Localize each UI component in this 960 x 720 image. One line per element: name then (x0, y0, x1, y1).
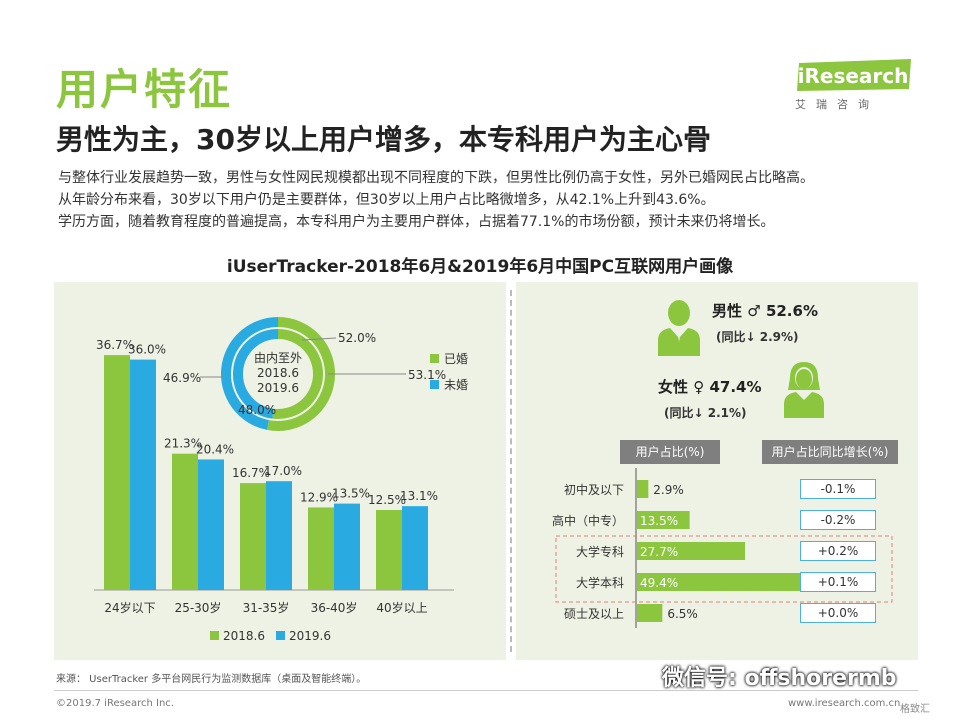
donut-value-label: 52.0% (338, 331, 376, 345)
edu-bar-高中（中专） (637, 511, 690, 529)
panel-divider (510, 290, 512, 652)
age-bar-2019.6-36-40岁 (334, 503, 360, 590)
edu-value-label: 2.9% (653, 483, 684, 497)
age-value-label: 12.9% (300, 490, 338, 504)
wechat-watermark: 微信号: offshorermb (662, 666, 897, 691)
edu-bar-硕士及以上 (637, 604, 663, 622)
age-value-label: 13.1% (400, 489, 438, 503)
intro-line-1: 与整体行业发展趋势一致，男性与女性网民规模都出现不同程度的下跌，但男性比例仍高于… (58, 170, 814, 186)
age-value-label: 13.5% (332, 487, 370, 501)
age-value-label: 36.7% (96, 338, 134, 352)
age-bar-2018.6-36-40岁 (308, 507, 334, 590)
yoy-header: 用户占比同比增长(%) (762, 440, 898, 464)
edu-yoy-box: -0.1% (800, 479, 876, 499)
edu-category-label: 硕士及以上 (564, 607, 624, 621)
age-legend-label: 2018.6 (223, 629, 265, 643)
edu-bar-大学本科 (637, 573, 830, 591)
donut-center-text: 2018.6 (257, 366, 299, 380)
age-value-label: 12.5% (368, 493, 406, 507)
age-value-label: 36.0% (128, 343, 166, 357)
age-bar-2018.6-40岁以上 (376, 510, 402, 590)
male-value: 52.6% (765, 302, 818, 320)
age-bar-2018.6-25-30岁 (172, 453, 198, 590)
female-label: 女性 (658, 378, 689, 396)
edu-category-label: 大学专科 (576, 544, 624, 559)
edu-yoy-box: +0.1% (800, 572, 876, 592)
age-category-label: 31-35岁 (243, 600, 290, 615)
edu-value-label: 27.7% (640, 545, 678, 559)
age-category-label: 25-30岁 (175, 600, 222, 615)
edu-yoy-box: -0.2% (800, 510, 876, 530)
right-panel: 男性 ♂ 52.6% (同比↓ 2.9%) 女性 ♀ 47.4% (同比↓ 2.… (516, 282, 918, 660)
education-chart: 2.9% 初中及以下 13.5% 高中（中专） 27.7% 大学专科 49.4% 大学本科 6.… (552, 468, 893, 628)
page-title: 用户特征 (56, 65, 233, 114)
age-bar-2018.6-24岁以下 (104, 355, 130, 590)
share-header: 用户占比(%) (620, 440, 720, 464)
donut-slice-2019.6-已婚 (266, 317, 335, 431)
age-value-label: 20.4% (196, 442, 234, 456)
edu-bar-大学专科 (637, 542, 746, 560)
age-value-label: 16.7% (232, 466, 270, 480)
donut-legend-swatch (430, 354, 439, 363)
age-bar-2018.6-31-35岁 (240, 483, 266, 590)
donut-slice-2019.6-未婚 (221, 317, 279, 430)
male-person-icon (656, 296, 702, 360)
footer-url: www.iresearch.com.cn (788, 698, 901, 709)
edu-category-label: 初中及以下 (564, 482, 624, 497)
edu-highlight-box (555, 535, 893, 603)
donut-value-label: 53.1% (408, 368, 446, 382)
logo-subtitle: 艾瑞咨询 (795, 98, 879, 111)
female-symbol-icon: ♀ (693, 378, 705, 396)
female-value: 47.4% (709, 378, 762, 396)
donut-slice-2018.6-未婚 (233, 329, 279, 419)
donut-center-text: 2019.6 (257, 381, 299, 395)
edu-category-label: 高中（中专） (552, 513, 624, 528)
logo-text: iResearch (798, 64, 909, 88)
age-value-label: 17.0% (264, 464, 302, 478)
male-yoy: (同比↓ 2.9%) (716, 330, 799, 344)
female-yoy: (同比↓ 2.1%) (664, 406, 747, 420)
age-bar-2019.6-31-35岁 (266, 481, 292, 590)
chart-title: iUserTracker-2018年6月&2019年6月中国PC互联网用户画像 (226, 257, 734, 277)
iresearch-logo: iResearch (795, 57, 915, 93)
edu-bar-初中及以下 (637, 480, 649, 498)
footer-divider (54, 690, 918, 691)
age-legend-swatch (210, 631, 219, 640)
age-value-label: 21.3% (164, 437, 202, 451)
donut-legend-label: 已婚 (444, 352, 468, 366)
age-legend-swatch (276, 631, 285, 640)
donut-value-label: 46.9% (163, 371, 201, 385)
edu-yoy-box: +0.2% (800, 541, 876, 561)
age-bar-2019.6-24岁以下 (130, 359, 156, 590)
age-category-label: 40岁以上 (376, 600, 427, 615)
age-legend-label: 2019.6 (289, 629, 331, 643)
age-category-label: 24岁以下 (104, 600, 155, 615)
donut-value-label: 48.0% (238, 403, 276, 417)
source-note: 来源： UserTracker 多平台网民行为监测数据库（桌面及智能终端）。 (56, 674, 367, 685)
donut-slice-2018.6-已婚 (272, 329, 323, 419)
left-panel: 由内至外 2018.6 2019.6 52.0% 53.1% 46.9% 48.0% 已婚 未婚… (54, 282, 506, 660)
donut-leader-line (301, 337, 337, 341)
page-subtitle: 男性为主，30岁以上用户增多，本专科用户为主心骨 (56, 123, 711, 156)
donut-legend-swatch (430, 380, 439, 389)
male-symbol-icon: ♂ (747, 302, 761, 320)
age-bar-2019.6-25-30岁 (198, 459, 224, 590)
corner-watermark: 格致汇 (900, 704, 930, 715)
left-charts: 由内至外2018.62019.652.0%53.1%46.9%48.0%已婚未婚… (94, 317, 468, 643)
donut-legend-label: 未婚 (444, 378, 468, 392)
intro-line-2: 从年龄分布来看，30岁以下用户仍是主要群体，但30岁以上用户占比略微增多，从42… (58, 192, 715, 208)
age-category-label: 36-40岁 (311, 600, 358, 615)
age-bar-2019.6-40岁以上 (402, 506, 428, 590)
edu-yoy-box: +0.0% (800, 603, 876, 623)
edu-value-label: 6.5% (667, 607, 698, 621)
edu-value-label: 49.4% (640, 576, 678, 590)
male-label: 男性 (712, 302, 743, 320)
edu-category-label: 大学本科 (576, 575, 624, 590)
female-person-icon (782, 358, 826, 422)
donut-center-text: 由内至外 (254, 351, 302, 365)
edu-value-label: 13.5% (640, 514, 678, 528)
copyright: ©2019.7 iResearch Inc. (56, 698, 174, 709)
intro-line-3: 学历方面，随着教育程度的普遍提高，本专科用户为主要用户群体，占据着77.1%的市… (58, 214, 775, 230)
